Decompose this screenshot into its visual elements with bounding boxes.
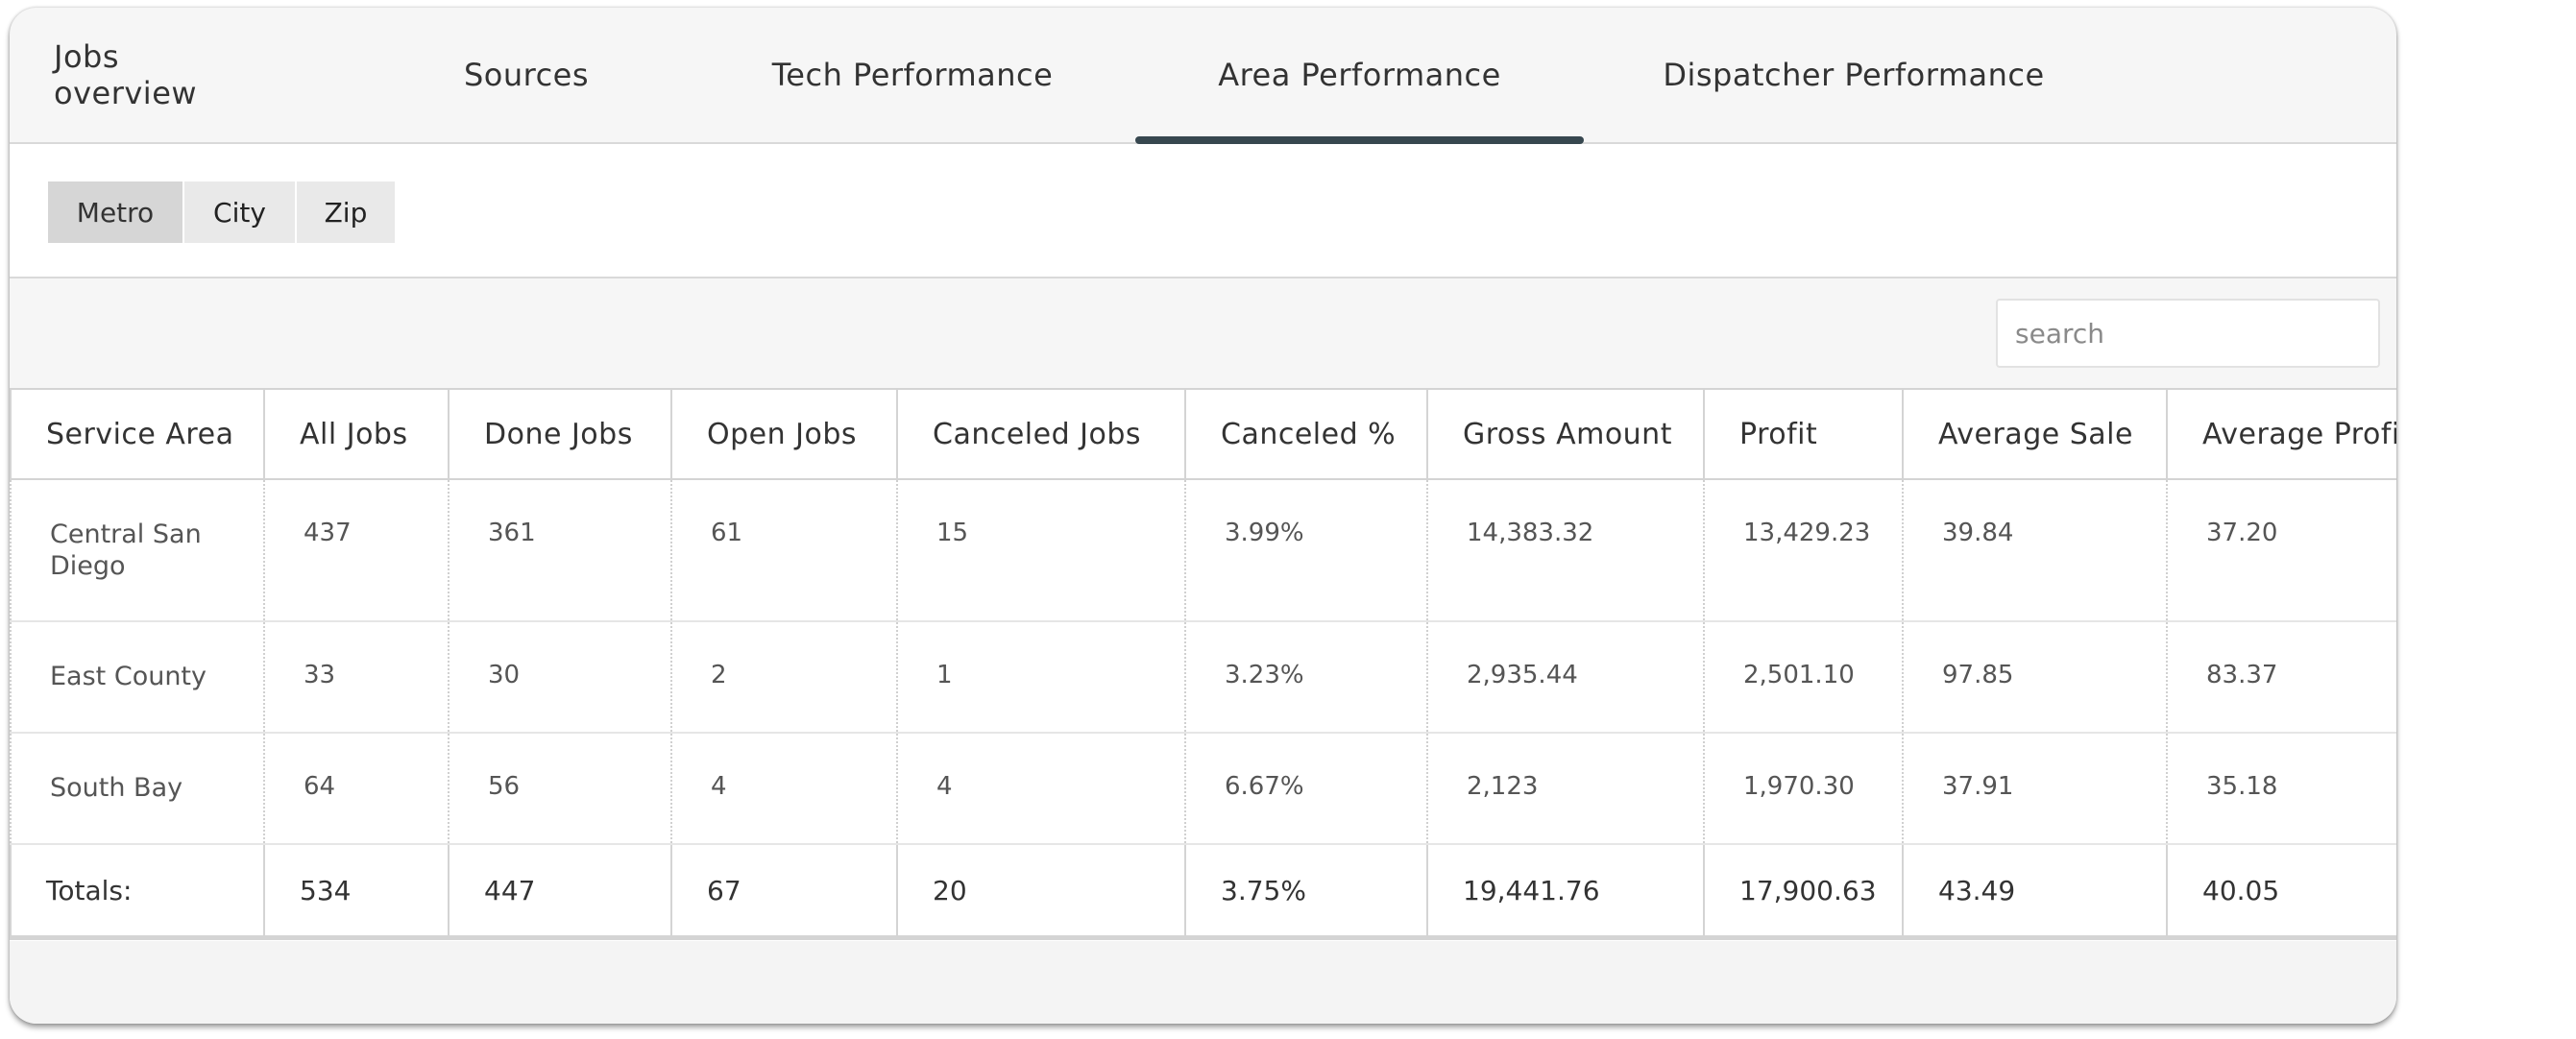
- area-performance-table: Service Area All Jobs Done Jobs Open Job…: [10, 388, 2396, 940]
- cell-service-area: South Bay: [10, 733, 265, 845]
- filter-zip-button[interactable]: Zip: [297, 181, 395, 243]
- cell-average-sale: 97.85: [1902, 621, 2168, 734]
- cell-canceled-percent: 6.67%: [1184, 733, 1428, 845]
- table-row: Central San Diego 437 361 61 15 3.99% 14…: [10, 479, 2396, 622]
- cell-open-jobs: 61: [670, 479, 898, 622]
- active-tab-indicator: [1135, 136, 1584, 144]
- table-row: East County 33 30 2 1 3.23% 2,935.44 2,5…: [10, 621, 2396, 734]
- column-header-canceled-percent[interactable]: Canceled %: [1184, 388, 1428, 480]
- column-header-gross-amount[interactable]: Gross Amount: [1426, 388, 1705, 480]
- cell-done-jobs: 361: [448, 479, 672, 622]
- tab-area-performance[interactable]: Area Performance: [1135, 8, 1584, 144]
- cell-all-jobs: 437: [263, 479, 450, 622]
- search-input[interactable]: [1996, 299, 2380, 368]
- total-profit: 17,900.63: [1703, 843, 1904, 940]
- tab-area-performance-label: Area Performance: [1218, 57, 1501, 93]
- cell-gross-amount: 2,935.44: [1426, 621, 1705, 734]
- cell-canceled-jobs: 1: [896, 621, 1186, 734]
- cell-all-jobs: 33: [263, 621, 450, 734]
- column-header-all-jobs[interactable]: All Jobs: [263, 388, 450, 480]
- totals-row: Totals: 534 447 67 20 3.75% 19,441.76 17…: [10, 843, 2396, 940]
- tab-tech-performance[interactable]: Tech Performance: [771, 57, 1054, 93]
- cell-canceled-percent: 3.23%: [1184, 621, 1428, 734]
- cell-canceled-jobs: 4: [896, 733, 1186, 845]
- total-gross-amount: 19,441.76: [1426, 843, 1705, 940]
- report-card: Jobs overview Sources Tech Performance A…: [10, 8, 2396, 1024]
- cell-profit: 1,970.30: [1703, 733, 1904, 845]
- total-average-profit: 40.05: [2166, 843, 2396, 940]
- column-header-service-area[interactable]: Service Area: [10, 388, 265, 480]
- totals-label: Totals:: [10, 843, 265, 940]
- cell-done-jobs: 56: [448, 733, 672, 845]
- cell-average-profit: 83.37: [2166, 621, 2396, 734]
- tab-jobs-overview[interactable]: Jobs overview: [54, 38, 198, 111]
- cell-done-jobs: 30: [448, 621, 672, 734]
- cell-average-sale: 39.84: [1902, 479, 2168, 622]
- table-row: South Bay 64 56 4 4 6.67% 2,123 1,970.30…: [10, 733, 2396, 845]
- cell-average-profit: 37.20: [2166, 479, 2396, 622]
- cell-average-sale: 37.91: [1902, 733, 2168, 845]
- area-filter-bar: [10, 144, 2396, 278]
- cell-open-jobs: 4: [670, 733, 898, 845]
- column-header-profit[interactable]: Profit: [1703, 388, 1904, 480]
- total-average-sale: 43.49: [1902, 843, 2168, 940]
- total-done-jobs: 447: [448, 843, 672, 940]
- total-canceled-percent: 3.75%: [1184, 843, 1428, 940]
- table-footer: [10, 941, 2396, 1024]
- cell-canceled-jobs: 15: [896, 479, 1186, 622]
- cell-average-profit: 35.18: [2166, 733, 2396, 845]
- cell-profit: 2,501.10: [1703, 621, 1904, 734]
- cell-all-jobs: 64: [263, 733, 450, 845]
- report-tabs: Jobs overview Sources Tech Performance A…: [10, 8, 2396, 144]
- total-canceled-jobs: 20: [896, 843, 1186, 940]
- cell-gross-amount: 14,383.32: [1426, 479, 1705, 622]
- cell-gross-amount: 2,123: [1426, 733, 1705, 845]
- cell-profit: 13,429.23: [1703, 479, 1904, 622]
- total-open-jobs: 67: [670, 843, 898, 940]
- total-all-jobs: 534: [263, 843, 450, 940]
- tab-dispatcher-performance[interactable]: Dispatcher Performance: [1663, 57, 2045, 93]
- area-performance-table-container: Service Area All Jobs Done Jobs Open Job…: [10, 388, 2396, 941]
- tab-sources[interactable]: Sources: [463, 57, 590, 93]
- column-header-done-jobs[interactable]: Done Jobs: [448, 388, 672, 480]
- column-header-canceled-jobs[interactable]: Canceled Jobs: [896, 388, 1186, 480]
- filter-city-button[interactable]: City: [184, 181, 295, 243]
- column-header-average-sale[interactable]: Average Sale: [1902, 388, 2168, 480]
- filter-metro-button[interactable]: Metro: [48, 181, 182, 243]
- cell-canceled-percent: 3.99%: [1184, 479, 1428, 622]
- column-header-open-jobs[interactable]: Open Jobs: [670, 388, 898, 480]
- cell-open-jobs: 2: [670, 621, 898, 734]
- column-header-average-profit[interactable]: Average Profit: [2166, 388, 2396, 480]
- table-header-row: Service Area All Jobs Done Jobs Open Job…: [10, 388, 2396, 480]
- cell-service-area: East County: [10, 621, 265, 734]
- cell-service-area: Central San Diego: [10, 479, 265, 622]
